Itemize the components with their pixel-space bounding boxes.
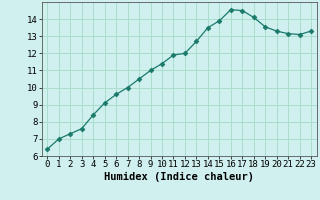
X-axis label: Humidex (Indice chaleur): Humidex (Indice chaleur) [104,172,254,182]
